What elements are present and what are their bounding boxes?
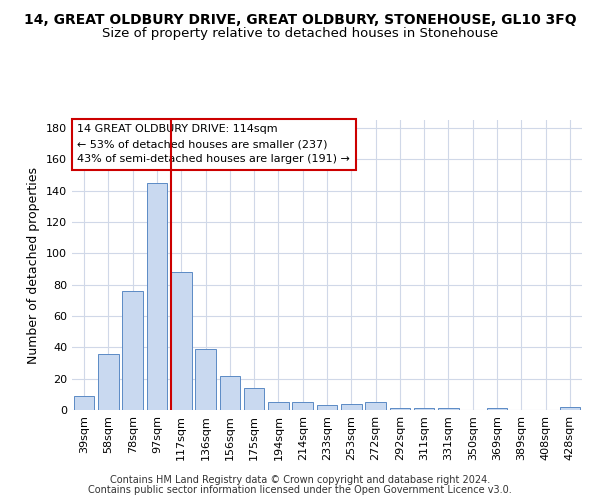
Bar bbox=[414, 408, 434, 410]
Bar bbox=[268, 402, 289, 410]
Bar bbox=[195, 349, 216, 410]
Bar bbox=[171, 272, 191, 410]
Bar bbox=[560, 407, 580, 410]
Bar bbox=[341, 404, 362, 410]
Bar bbox=[98, 354, 119, 410]
Bar bbox=[74, 396, 94, 410]
Bar bbox=[220, 376, 240, 410]
Bar bbox=[438, 408, 459, 410]
Bar bbox=[244, 388, 265, 410]
Text: Size of property relative to detached houses in Stonehouse: Size of property relative to detached ho… bbox=[102, 28, 498, 40]
Text: Contains HM Land Registry data © Crown copyright and database right 2024.: Contains HM Land Registry data © Crown c… bbox=[110, 475, 490, 485]
Text: Contains public sector information licensed under the Open Government Licence v3: Contains public sector information licen… bbox=[88, 485, 512, 495]
Text: 14 GREAT OLDBURY DRIVE: 114sqm
← 53% of detached houses are smaller (237)
43% of: 14 GREAT OLDBURY DRIVE: 114sqm ← 53% of … bbox=[77, 124, 350, 164]
Text: 14, GREAT OLDBURY DRIVE, GREAT OLDBURY, STONEHOUSE, GL10 3FQ: 14, GREAT OLDBURY DRIVE, GREAT OLDBURY, … bbox=[23, 12, 577, 26]
Bar bbox=[292, 402, 313, 410]
Bar bbox=[317, 406, 337, 410]
Bar bbox=[146, 182, 167, 410]
Y-axis label: Number of detached properties: Number of detached properties bbox=[28, 166, 40, 364]
Bar bbox=[487, 408, 508, 410]
Bar bbox=[365, 402, 386, 410]
Bar bbox=[122, 291, 143, 410]
Bar bbox=[389, 408, 410, 410]
